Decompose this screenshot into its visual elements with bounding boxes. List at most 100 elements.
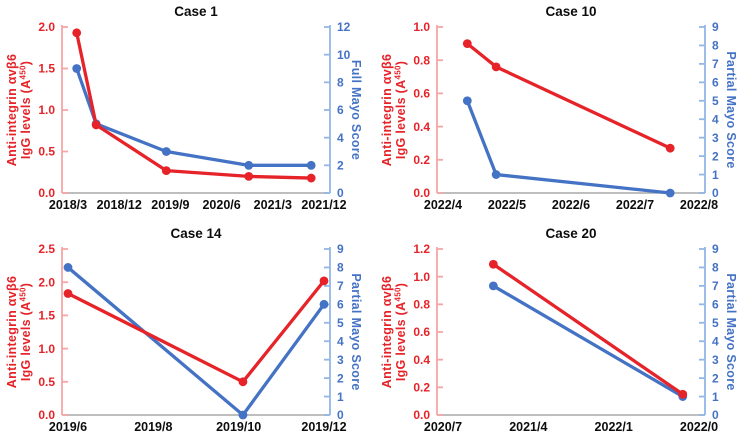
x-tick-label: 2019/10 bbox=[216, 420, 261, 434]
data-point-anti-integrin-igg bbox=[491, 62, 501, 72]
right-tick-label: 3 bbox=[712, 131, 719, 145]
right-tick-label: 6 bbox=[337, 103, 344, 117]
right-tick-label: 8 bbox=[337, 261, 344, 275]
x-tick-label: 2022/6 bbox=[552, 198, 590, 212]
left-tick-label: 2.0 bbox=[38, 275, 55, 289]
left-tick-label: 0.8 bbox=[413, 298, 430, 312]
x-tick-label: 2019/6 bbox=[49, 420, 87, 434]
left-tick-label: 0.6 bbox=[413, 325, 430, 339]
right-tick-label: 3 bbox=[337, 353, 344, 367]
right-tick-label: 1 bbox=[712, 168, 719, 182]
x-tick-label: 2020/7 bbox=[424, 420, 462, 434]
right-axis-title: Full Mayo Score bbox=[349, 60, 363, 160]
x-tick-label: 2019/12 bbox=[301, 420, 346, 434]
left-tick-label: 0.8 bbox=[413, 53, 430, 67]
left-tick-label: 2.5 bbox=[38, 243, 55, 256]
chart-canvas: 0.0 0.2 0.4 0.6 0.8 1.0 0 1 2 3 4 5 6 7 8 9 2022/4 2022/5… bbox=[375, 20, 750, 222]
left-tick-label: 1.2 bbox=[413, 243, 430, 256]
data-point-anti-integrin-igg bbox=[91, 120, 101, 130]
right-tick-label: 6 bbox=[712, 298, 719, 312]
left-axis-title-line1: Anti-integrin αvβ6 bbox=[5, 276, 19, 388]
x-tick-label: 2022/7 bbox=[616, 198, 654, 212]
x-tick-label: 2021/12 bbox=[301, 198, 346, 212]
left-axis-title-line1: Anti-integrin αvβ6 bbox=[5, 54, 19, 166]
chart-canvas: 0.0 0.5 1.0 1.5 2.0 2.5 0 1 2 3 4 5 6 7 8 9 2019/6 2019/8… bbox=[0, 242, 375, 445]
data-point-anti-integrin-igg bbox=[319, 276, 329, 286]
right-tick-label: 3 bbox=[712, 353, 719, 367]
left-tick-label: 2.0 bbox=[38, 21, 55, 34]
chart-title: Case 20 bbox=[545, 226, 597, 241]
x-tick-label: 2022/0 bbox=[680, 420, 718, 434]
series-line-partial-mayo-score bbox=[465, 99, 672, 195]
case-10-chart-svg: 0.0 0.2 0.4 0.6 0.8 1.0 0 1 2 3 4 5 6 7 8 9 2022/4 2022/5… bbox=[380, 20, 738, 212]
left-tick-label: 1.0 bbox=[38, 342, 55, 356]
right-tick-label: 4 bbox=[337, 334, 344, 348]
left-tick-label: 0.0 bbox=[38, 186, 55, 200]
data-point-full-mayo-score bbox=[244, 160, 254, 170]
case-1-chart-svg: 0.0 0.5 1.0 1.5 2.0 0 2 4 6 8 10 12 2018/3 2018/12 201… bbox=[5, 20, 363, 212]
right-tick-label: 0 bbox=[337, 408, 344, 422]
left-tick-label: 0.4 bbox=[413, 120, 430, 134]
right-axis-title: Partial Mayo Score bbox=[349, 273, 363, 390]
data-point-anti-integrin-igg bbox=[238, 377, 248, 387]
right-tick-label: 5 bbox=[712, 316, 719, 330]
chart-panel: Case 14 0.0 0.5 1.0 1.5 2.0 2.5 0 1 2 3 4 5 6 7 8 9 2019… bbox=[0, 222, 375, 445]
right-tick-label: 0 bbox=[712, 186, 719, 200]
left-tick-label: 1.5 bbox=[38, 62, 55, 76]
x-tick-label: 2022/4 bbox=[424, 198, 462, 212]
right-tick-label: 1 bbox=[337, 390, 344, 404]
chart-title: Case 10 bbox=[545, 4, 597, 19]
series-line-partial-mayo-score bbox=[66, 265, 326, 417]
data-point-partial-mayo-score bbox=[63, 263, 73, 272]
chart-canvas: 0.0 0.5 1.0 1.5 2.0 0 2 4 6 8 10 12 2018/3 2018/12 201… bbox=[0, 20, 375, 222]
data-point-partial-mayo-score bbox=[462, 96, 472, 106]
data-point-anti-integrin-igg bbox=[72, 28, 82, 38]
right-tick-label: 6 bbox=[337, 298, 344, 312]
left-axis-title-line2: IgG levels (A450) bbox=[394, 283, 409, 381]
left-tick-label: 0.0 bbox=[38, 408, 55, 422]
left-axis-title-line2: IgG levels (A450) bbox=[19, 283, 34, 381]
data-point-partial-mayo-score bbox=[491, 170, 501, 179]
x-tick-label: 2022/5 bbox=[488, 198, 526, 212]
left-tick-label: 1.0 bbox=[413, 270, 430, 284]
data-point-anti-integrin-igg bbox=[161, 166, 171, 175]
right-tick-label: 9 bbox=[337, 243, 344, 256]
data-point-anti-integrin-igg bbox=[665, 143, 675, 153]
right-tick-label: 2 bbox=[712, 149, 719, 163]
x-tick-label: 2019/8 bbox=[134, 420, 172, 434]
left-tick-label: 0.5 bbox=[38, 145, 55, 159]
chart-panel: Case 10 0.0 0.2 0.4 0.6 0.8 1.0 0 1 2 3 4 5 6 7 8 9 2022… bbox=[375, 0, 750, 222]
left-tick-label: 0.5 bbox=[38, 375, 55, 389]
data-point-partial-mayo-score bbox=[238, 410, 248, 420]
chart-canvas: 0.0 0.2 0.4 0.6 0.8 1.0 1.2 0 1 2 3 4 5 6 7 8 9 2020/7 202… bbox=[375, 242, 750, 445]
right-tick-label: 7 bbox=[712, 279, 719, 293]
left-tick-label: 0.2 bbox=[413, 153, 430, 167]
right-tick-label: 1 bbox=[712, 390, 719, 404]
data-point-anti-integrin-igg bbox=[488, 259, 498, 269]
right-axis-title: Partial Mayo Score bbox=[724, 273, 738, 390]
x-tick-label: 2021/3 bbox=[254, 198, 292, 212]
case-14-chart-svg: 0.0 0.5 1.0 1.5 2.0 2.5 0 1 2 3 4 5 6 7 8 9 2019/6 2019/8… bbox=[5, 242, 363, 434]
right-tick-label: 5 bbox=[712, 94, 719, 108]
x-tick-label: 2022/8 bbox=[680, 198, 718, 212]
x-tick-label: 2018/3 bbox=[49, 198, 87, 212]
x-tick-label: 2022/1 bbox=[595, 420, 633, 434]
series-line-partial-mayo-score bbox=[491, 284, 685, 399]
left-tick-label: 1.5 bbox=[38, 309, 55, 323]
chart-panel: Case 20 0.0 0.2 0.4 0.6 0.8 1.0 1.2 0 1 2 3 4 5 6 7 8 9 2… bbox=[375, 222, 750, 445]
x-tick-label: 2020/6 bbox=[202, 198, 240, 212]
right-tick-label: 6 bbox=[712, 76, 719, 90]
left-tick-label: 0.0 bbox=[413, 186, 430, 200]
right-tick-label: 4 bbox=[337, 131, 344, 145]
x-tick-label: 2018/12 bbox=[97, 198, 142, 212]
left-tick-label: 1.0 bbox=[413, 21, 430, 34]
left-axis-title-line1: Anti-integrin αvβ6 bbox=[380, 54, 394, 166]
right-tick-label: 8 bbox=[712, 39, 719, 53]
left-axis-title-line2: IgG levels (A450) bbox=[19, 61, 34, 159]
right-tick-label: 0 bbox=[337, 186, 344, 200]
right-tick-label: 2 bbox=[337, 159, 344, 173]
x-tick-label: 2019/9 bbox=[151, 198, 189, 212]
data-point-anti-integrin-igg bbox=[306, 173, 316, 183]
right-tick-label: 2 bbox=[712, 371, 719, 385]
